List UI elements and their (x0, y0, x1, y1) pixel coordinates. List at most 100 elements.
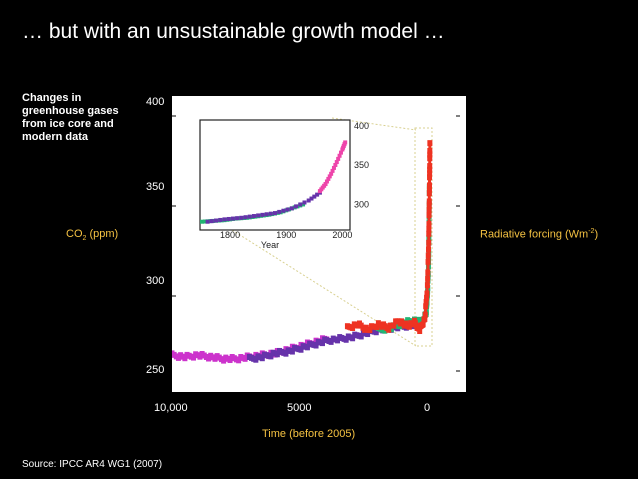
inset-point (264, 212, 269, 217)
inset-point (309, 196, 314, 201)
inset-point (338, 150, 343, 155)
inset-point (239, 215, 244, 220)
data-point (191, 354, 196, 361)
y2-axis-label: Radiative forcing (Wm-2) (480, 228, 598, 241)
data-point (289, 348, 295, 355)
data-point (304, 344, 310, 351)
inset-point (202, 219, 207, 224)
y-axis-label: CO2 (ppm) (66, 228, 118, 242)
inset-point (281, 208, 286, 213)
inset-point (268, 211, 273, 216)
y-axis-label-sub: 2 (82, 235, 87, 243)
data-point (320, 340, 325, 347)
data-point (182, 355, 188, 362)
data-point (283, 350, 289, 357)
data-point (335, 337, 341, 344)
inset-point (306, 198, 311, 203)
inset-point (205, 219, 210, 224)
inset-point (273, 211, 277, 216)
series-line (346, 144, 432, 333)
slide-title: … but with an unsustainable growth model… (22, 20, 445, 43)
data-point (386, 326, 392, 333)
inset-point (324, 179, 329, 184)
inset-series-2 (317, 140, 348, 194)
data-point (253, 356, 259, 363)
inset-series-1 (205, 190, 322, 224)
data-point (268, 353, 274, 360)
inset-point (285, 207, 290, 212)
data-point (328, 338, 334, 345)
data-point (259, 355, 265, 362)
data-point (427, 140, 433, 147)
inset-point (226, 216, 231, 221)
inset-point (331, 165, 336, 170)
chart-panel: 1800 1900 2000 300 350 400 Year (169, 96, 466, 392)
y2-axis-label-sup: -2 (588, 228, 595, 235)
inset-point (235, 216, 240, 221)
y-tick-label: 350 (146, 181, 165, 193)
inset-point (256, 213, 261, 218)
inset-point (247, 214, 252, 219)
series-2 (375, 183, 432, 334)
inset-point (302, 200, 307, 205)
inset-point (337, 153, 342, 158)
inset-point (330, 168, 335, 173)
data-point (388, 326, 394, 333)
inset-y-tick-label: 350 (354, 160, 369, 170)
inset-point (312, 194, 317, 199)
inset-point (333, 162, 338, 167)
inset-point (298, 202, 303, 207)
inset-point (260, 212, 265, 217)
y-axis-label-prefix: CO (66, 228, 83, 240)
inset-point (277, 209, 282, 214)
data-point (236, 357, 242, 364)
data-point (343, 336, 349, 343)
y-tick-label: 250 (146, 364, 165, 376)
y-axis-label-suffix: (ppm) (86, 228, 119, 240)
inset-y-tick-label: 400 (354, 121, 369, 131)
source-note: Source: IPCC AR4 WG1 (2007) (22, 459, 163, 470)
series-3 (344, 140, 433, 335)
inset-point (214, 218, 219, 223)
y-tick-label: 400 (146, 96, 165, 108)
inset-point (218, 217, 223, 222)
data-point (373, 329, 379, 336)
inset-point (222, 217, 227, 222)
data-point (298, 346, 304, 353)
inset-point (294, 204, 299, 209)
y2-axis-label-suffix: ) (594, 228, 599, 241)
y-tick-label: 300 (146, 275, 165, 287)
x-axis-label: Time (before 2005) (262, 428, 356, 440)
inset-point (336, 156, 341, 161)
inset-point (343, 140, 348, 145)
data-point (274, 351, 280, 358)
inset-x-tick-label: 1800 (220, 230, 240, 240)
data-point (358, 333, 364, 340)
inset-x-tick-label: 2000 (332, 230, 352, 240)
inset-point (323, 182, 328, 187)
inset-point (209, 219, 214, 224)
y2-axis-label-prefix: Radiative forcing (Wm (480, 228, 589, 241)
inset-point (315, 192, 320, 197)
data-point (406, 323, 412, 330)
x-tick-label: 10,000 (154, 402, 188, 414)
data-point (365, 331, 371, 338)
inset-point (329, 171, 334, 176)
inset-point (251, 214, 256, 219)
data-point (374, 324, 380, 331)
side-label: Changes in greenhouse gases from ice cor… (22, 92, 119, 143)
inset-point (289, 206, 294, 211)
inset-point (326, 176, 331, 181)
inset-point (334, 160, 339, 165)
inset-point (243, 215, 248, 220)
inset-point (327, 174, 332, 179)
data-point (242, 355, 248, 362)
x-tick-label: 5000 (287, 402, 312, 414)
inset-y-tick-label: 300 (354, 199, 369, 209)
data-point (350, 324, 356, 331)
chart-svg: 1800 1900 2000 300 350 400 Year (169, 115, 460, 372)
x-tick-label: 0 (424, 402, 431, 414)
inset-x-tick-label: 1900 (276, 230, 296, 240)
data-point (313, 342, 319, 349)
inset-point (230, 216, 235, 221)
